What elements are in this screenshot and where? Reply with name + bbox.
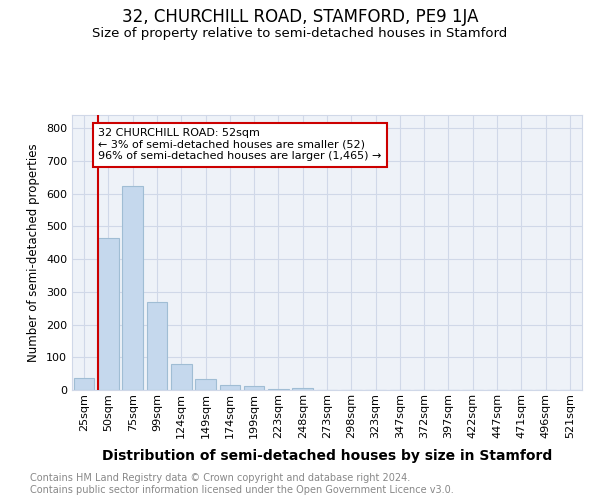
Text: 32 CHURCHILL ROAD: 52sqm
← 3% of semi-detached houses are smaller (52)
96% of se: 32 CHURCHILL ROAD: 52sqm ← 3% of semi-de… [98,128,382,162]
Y-axis label: Number of semi-detached properties: Number of semi-detached properties [28,143,40,362]
Bar [195,378,216,390]
Bar [171,364,191,390]
Bar [146,302,167,390]
Text: Contains HM Land Registry data © Crown copyright and database right 2024.
Contai: Contains HM Land Registry data © Crown c… [30,474,454,495]
Text: Size of property relative to semi-detached houses in Stamford: Size of property relative to semi-detach… [92,28,508,40]
Text: 32, CHURCHILL ROAD, STAMFORD, PE9 1JA: 32, CHURCHILL ROAD, STAMFORD, PE9 1JA [122,8,478,26]
Bar [122,186,143,390]
Bar [74,378,94,390]
Bar [220,385,240,390]
Bar [292,388,313,390]
X-axis label: Distribution of semi-detached houses by size in Stamford: Distribution of semi-detached houses by … [102,449,552,463]
Bar [244,386,265,390]
Bar [98,238,119,390]
